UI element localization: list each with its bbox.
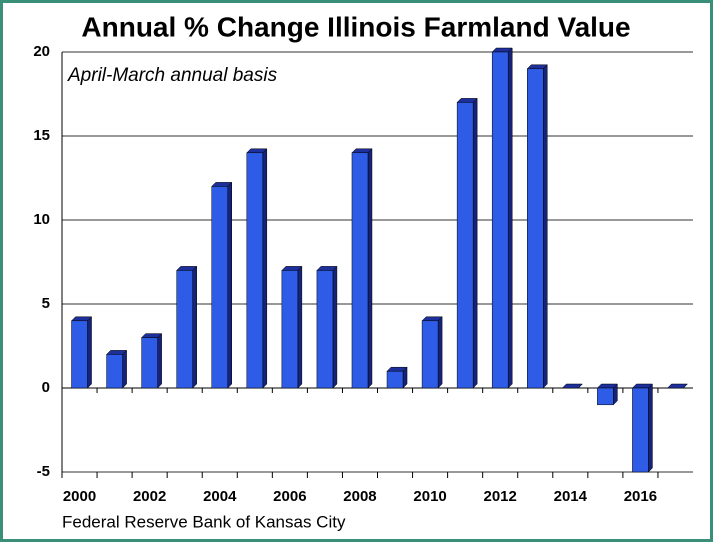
bar-top <box>561 383 583 389</box>
x-tick-label: 2002 <box>133 488 166 505</box>
x-tick-label: 2008 <box>343 488 376 505</box>
bar <box>316 270 334 389</box>
y-tick-label: 20 <box>33 43 50 60</box>
bar-top <box>666 383 689 389</box>
source-note: Federal Reserve Bank of Kansas City <box>62 512 346 531</box>
bar <box>141 337 158 389</box>
bar <box>456 102 474 389</box>
bar <box>632 387 649 473</box>
bar-side <box>648 383 653 473</box>
bar-side <box>507 47 513 389</box>
chart-title: Annual % Change Illinois Farmland Value <box>81 11 630 42</box>
bar-side <box>543 64 548 389</box>
bar-side <box>192 265 197 389</box>
bar <box>176 270 193 389</box>
x-tick-label: 2012 <box>484 488 517 505</box>
y-tick-label: 0 <box>42 379 50 396</box>
bar-side <box>87 316 92 389</box>
y-tick-label: 10 <box>33 211 50 228</box>
bar <box>386 370 404 389</box>
bar <box>351 152 369 389</box>
bar <box>246 152 264 389</box>
bar-side <box>437 316 443 389</box>
bar <box>106 354 123 389</box>
bar <box>421 320 439 389</box>
bar-side <box>122 349 127 389</box>
bar-side <box>367 148 373 389</box>
bar-side <box>332 265 338 389</box>
x-tick-label: 2004 <box>203 488 237 505</box>
bar <box>597 387 614 406</box>
x-tick-label: 2014 <box>554 488 588 505</box>
x-tick-label: 2010 <box>413 488 446 505</box>
y-tick-label: 15 <box>33 127 50 144</box>
x-tick-label: 2016 <box>624 488 657 505</box>
chart-subtitle: April-March annual basis <box>67 65 278 86</box>
bar <box>281 270 299 389</box>
bar-side <box>227 181 232 389</box>
bar-side <box>297 265 303 389</box>
bar-side <box>157 332 162 389</box>
x-tick-label: 2000 <box>63 488 96 505</box>
bar-side <box>472 97 478 389</box>
y-tick-label: -5 <box>37 463 50 480</box>
bar <box>71 320 88 389</box>
bar <box>527 68 544 389</box>
bar <box>491 51 509 389</box>
x-tick-label: 2006 <box>273 488 306 505</box>
bar <box>211 186 228 389</box>
y-tick-label: 5 <box>42 295 50 312</box>
bar-side <box>262 148 268 389</box>
